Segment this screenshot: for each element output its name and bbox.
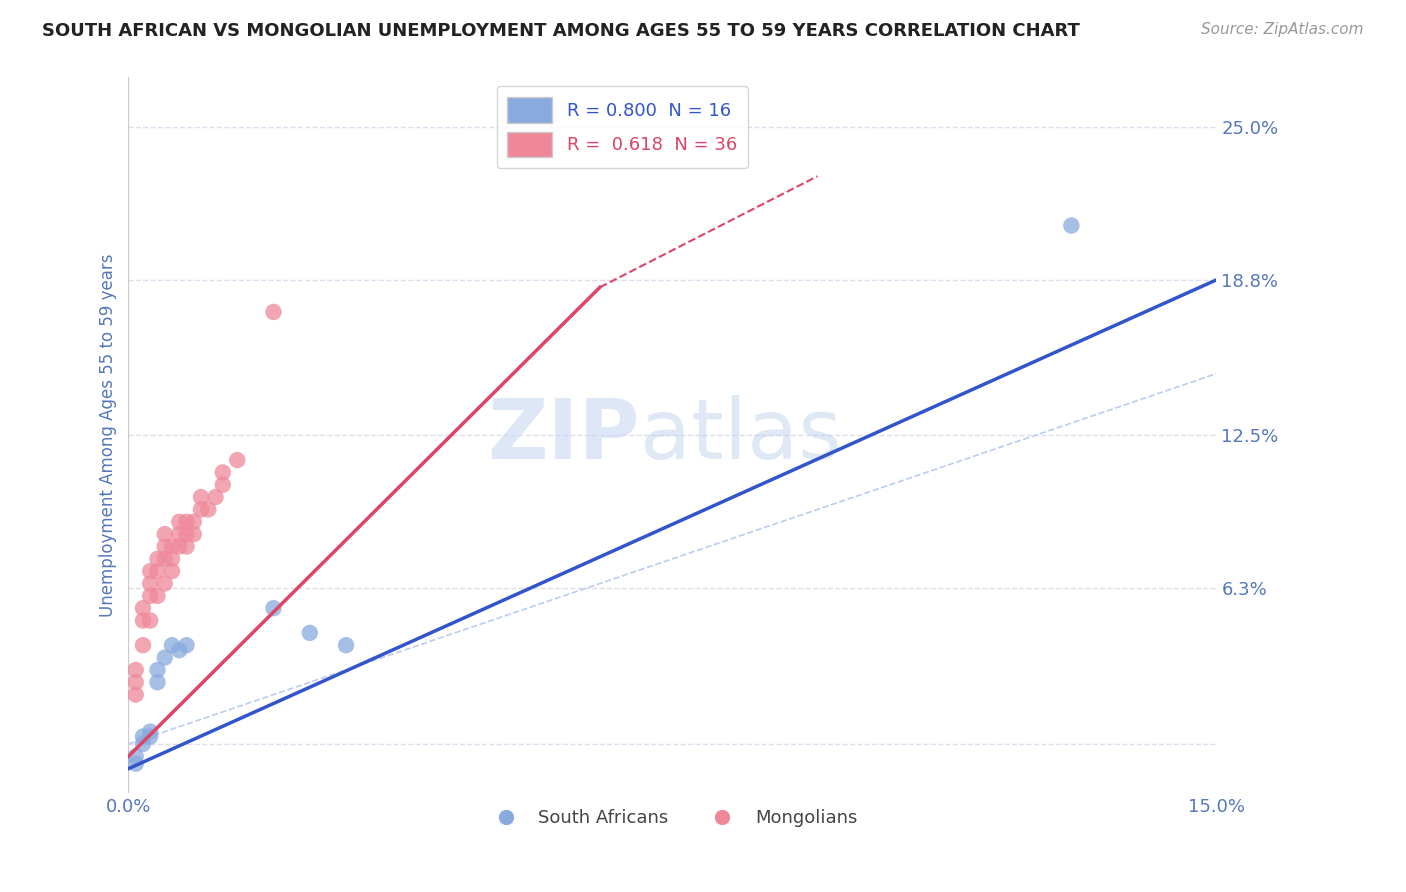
Point xyxy=(125,675,148,690)
Point xyxy=(167,643,190,657)
Point xyxy=(176,527,198,541)
Point xyxy=(183,515,205,529)
Text: ZIP: ZIP xyxy=(488,395,640,476)
Point xyxy=(190,502,212,516)
Point xyxy=(153,576,176,591)
Point xyxy=(125,688,148,702)
Point xyxy=(335,638,357,652)
Point xyxy=(160,564,183,578)
Point xyxy=(146,675,169,690)
Point xyxy=(183,527,205,541)
Point xyxy=(211,466,233,480)
Point xyxy=(167,515,190,529)
Legend: South Africans, Mongolians: South Africans, Mongolians xyxy=(481,802,865,834)
Point xyxy=(167,527,190,541)
Point xyxy=(125,756,148,771)
Point xyxy=(160,551,183,566)
Point xyxy=(153,650,176,665)
Point xyxy=(132,737,155,751)
Point xyxy=(146,663,169,677)
Point xyxy=(298,626,321,640)
Point xyxy=(176,540,198,554)
Point xyxy=(211,477,233,491)
Point xyxy=(132,638,155,652)
Point xyxy=(153,527,176,541)
Point xyxy=(139,564,162,578)
Point xyxy=(226,453,249,467)
Text: SOUTH AFRICAN VS MONGOLIAN UNEMPLOYMENT AMONG AGES 55 TO 59 YEARS CORRELATION CH: SOUTH AFRICAN VS MONGOLIAN UNEMPLOYMENT … xyxy=(42,22,1080,40)
Point xyxy=(153,540,176,554)
Point xyxy=(176,515,198,529)
Point xyxy=(1060,219,1083,233)
Point xyxy=(139,614,162,628)
Point xyxy=(167,540,190,554)
Text: atlas: atlas xyxy=(640,395,842,476)
Point xyxy=(146,551,169,566)
Point xyxy=(204,490,226,504)
Point xyxy=(263,601,285,615)
Point xyxy=(125,749,148,764)
Point xyxy=(132,614,155,628)
Point xyxy=(139,576,162,591)
Point xyxy=(160,638,183,652)
Point xyxy=(153,551,176,566)
Point xyxy=(190,490,212,504)
Point xyxy=(146,589,169,603)
Point xyxy=(197,502,219,516)
Point xyxy=(176,638,198,652)
Y-axis label: Unemployment Among Ages 55 to 59 years: Unemployment Among Ages 55 to 59 years xyxy=(100,253,117,617)
Point xyxy=(132,601,155,615)
Point xyxy=(160,540,183,554)
Point xyxy=(263,305,285,319)
Text: Source: ZipAtlas.com: Source: ZipAtlas.com xyxy=(1201,22,1364,37)
Point xyxy=(139,730,162,744)
Point xyxy=(132,730,155,744)
Point xyxy=(139,589,162,603)
Point xyxy=(146,564,169,578)
Point xyxy=(139,724,162,739)
Point xyxy=(125,663,148,677)
